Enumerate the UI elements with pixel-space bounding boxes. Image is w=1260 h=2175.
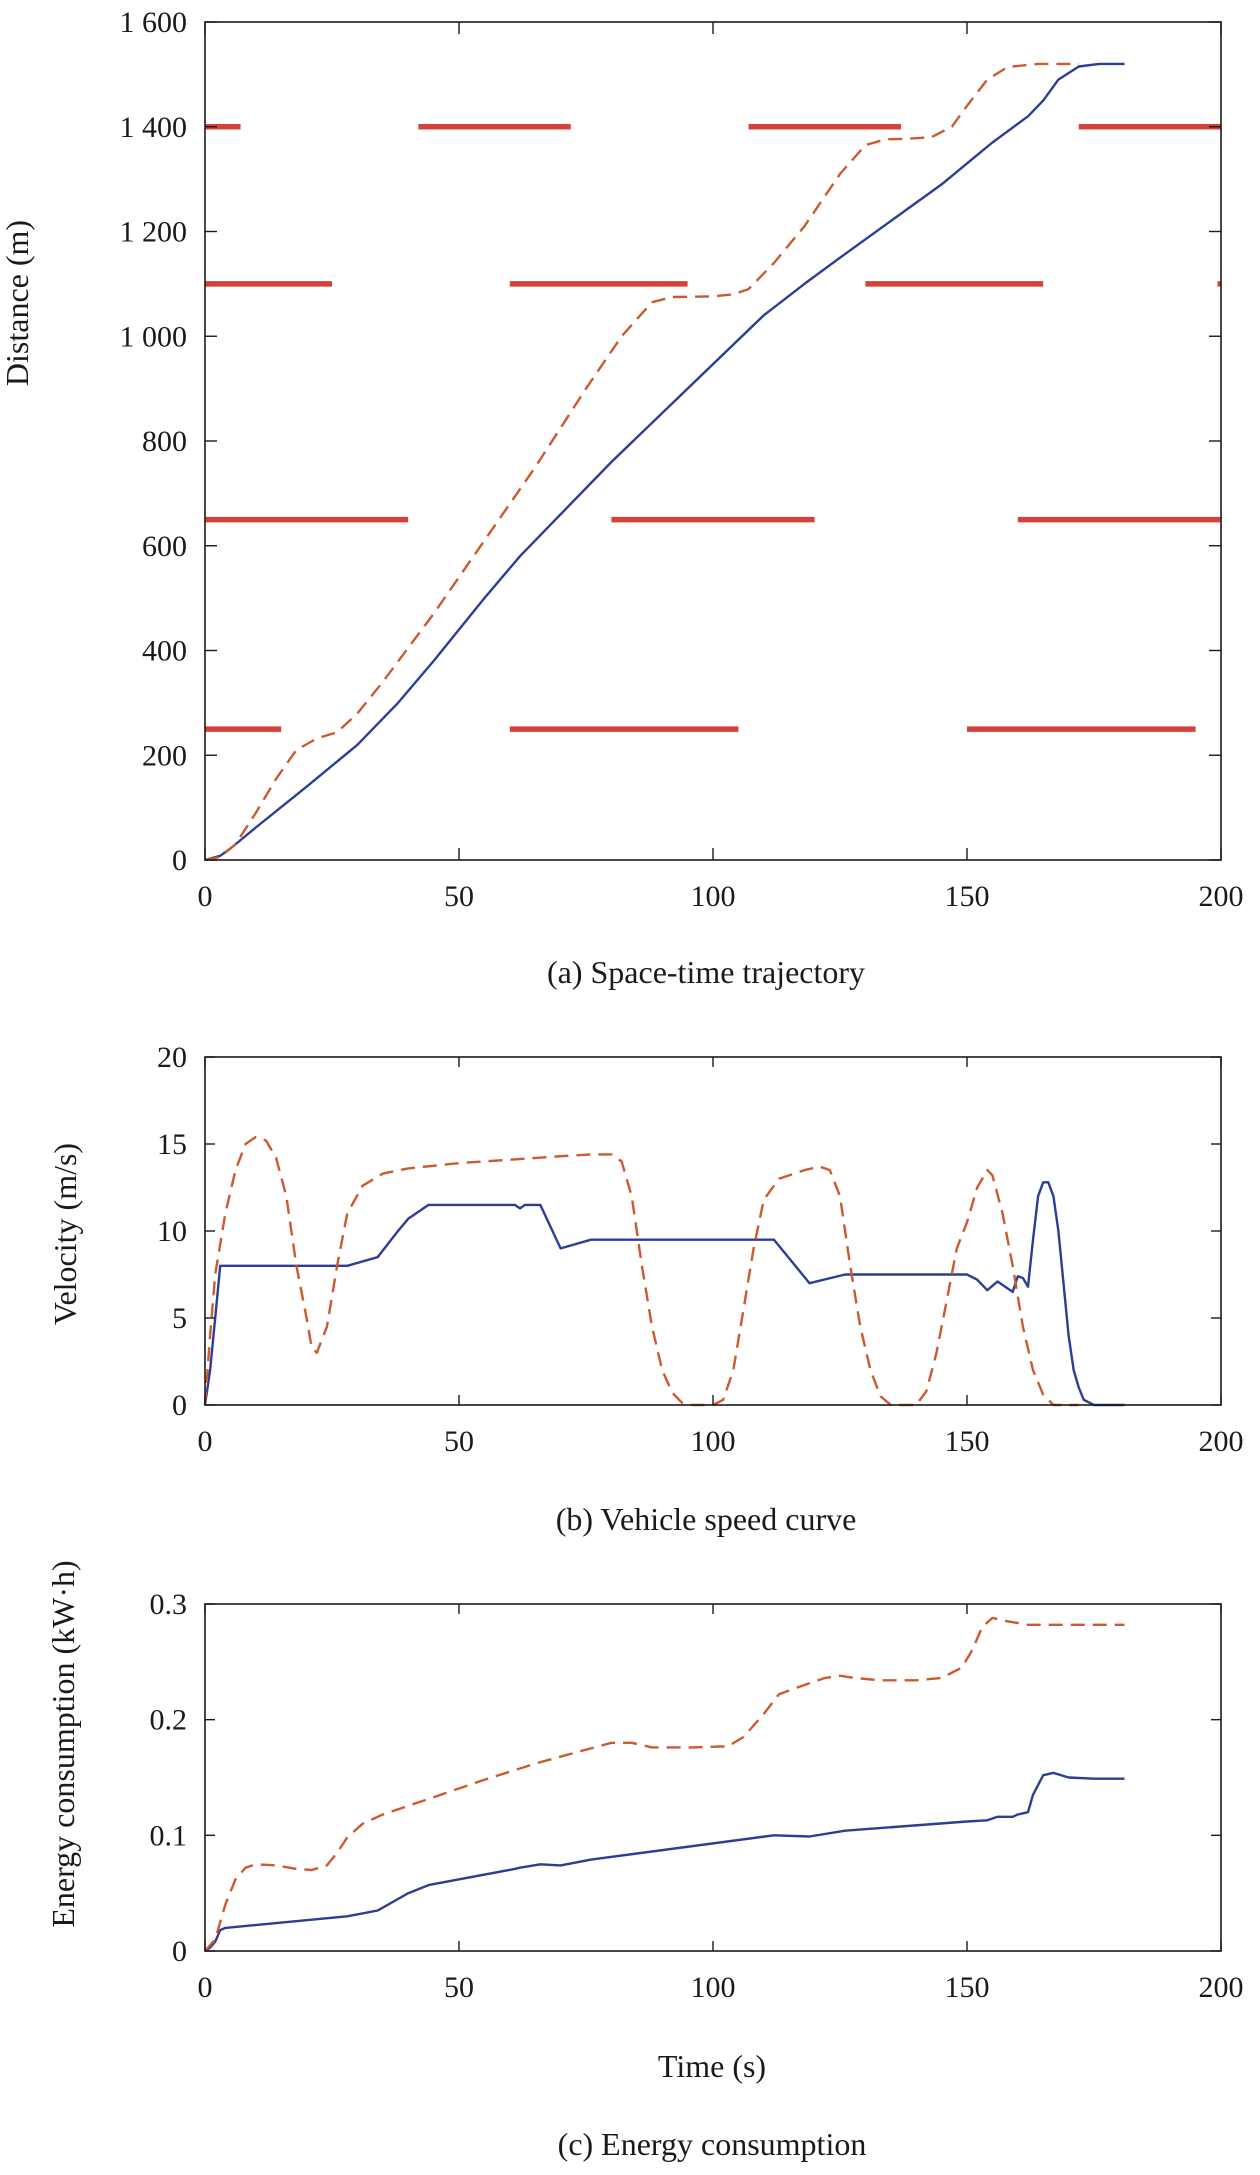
panel-a-ytick-label: 1 400 [120,111,188,144]
panel-b-xtick-label: 50 [444,1425,474,1458]
panel-b-series-dashed [203,1135,1079,1407]
panel-b-ytick-label: 5 [172,1302,187,1335]
panel-b-ytick-label: 20 [157,1041,187,1074]
panel-c-energy: 0 50 100 150 200 0 0.1 0.2 0.3 Energy consumptio… [45,1560,1244,2162]
panel-b-plot-area: 0 50 100 150 200 0 5 10 15 20 [157,1041,1244,1458]
panel-a-ytick-label: 400 [142,635,187,668]
panel-c-ytick-label: 0 [172,1935,187,1968]
panel-b-speed: 0 50 100 150 200 0 5 10 15 20 Velocity (m/s) (b) … [47,1041,1244,1537]
panel-a-plot-area: 0 50 100 150 200 0 200 400 600 800 1 000 1 200 1 400… [120,6,1244,913]
panel-c-xtick-label: 200 [1199,1971,1244,2004]
panel-b-xtick-label: 200 [1199,1425,1244,1458]
panel-c-series-dashed [204,1616,1125,1952]
panel-c-ytick-label: 0.2 [150,1704,188,1737]
panel-b-ytick-label: 15 [157,1128,187,1161]
panel-a-frame [204,21,1222,861]
panel-b-ytick-label: 10 [157,1215,187,1248]
panel-a-xtick-label: 50 [444,880,474,913]
panel-a-ytick-label: 600 [142,530,187,563]
panel-a-xtick-label: 0 [198,880,213,913]
panel-c-xtick-label: 50 [444,1971,474,2004]
panel-b-ylabel: Velocity (m/s) [47,1143,83,1325]
panel-b-series-solid [203,1181,1125,1407]
panel-a-xtick-label: 150 [945,880,990,913]
panel-a-ylabel: Distance (m) [0,220,35,386]
panel-a-ytick-label: 200 [142,739,187,772]
panel-a-trajectory: 0 50 100 150 200 0 200 400 600 800 1 000 1 200 1 400… [0,6,1244,990]
panel-a-series-dashed [204,62,1079,862]
panel-c-xtick-label: 0 [198,1971,213,2004]
panel-a-caption: (a) Space-time trajectory [547,954,865,990]
panel-c-xlabel: Time (s) [658,2048,766,2084]
panel-c-xtick-label: 150 [945,1971,990,2004]
panel-a-ytick-label: 0 [172,844,187,877]
panel-b-ytick-label: 0 [172,1389,187,1422]
panel-b-xtick-label: 150 [945,1425,990,1458]
panel-a-ytick-label: 800 [142,425,187,458]
panel-a-xtick-label: 100 [691,880,736,913]
panel-a-series-solid [204,62,1125,862]
panel-a-ytick-label: 1 600 [120,6,188,39]
panel-b-xtick-label: 100 [691,1425,736,1458]
panel-a-xtick-label: 200 [1199,880,1244,913]
panel-b-xtick-label: 0 [198,1425,213,1458]
panel-b-caption: (b) Vehicle speed curve [556,1501,857,1537]
panel-c-plot-area: 0 50 100 150 200 0 0.1 0.2 0.3 [150,1588,1244,2004]
panel-b-frame [204,1056,1222,1406]
panel-c-ytick-label: 0.3 [150,1588,188,1621]
panel-c-xtick-label: 100 [691,1971,736,2004]
panel-a-ytick-label: 1 200 [120,216,188,249]
panel-c-series-solid [204,1771,1125,1952]
panel-c-ylabel: Energy consumption (kW·h) [45,1560,81,1927]
panel-c-ytick-label: 0.1 [150,1819,188,1852]
panel-c-caption: (c) Energy consumption [558,2126,867,2162]
panel-a-ytick-label: 1 000 [120,320,188,353]
